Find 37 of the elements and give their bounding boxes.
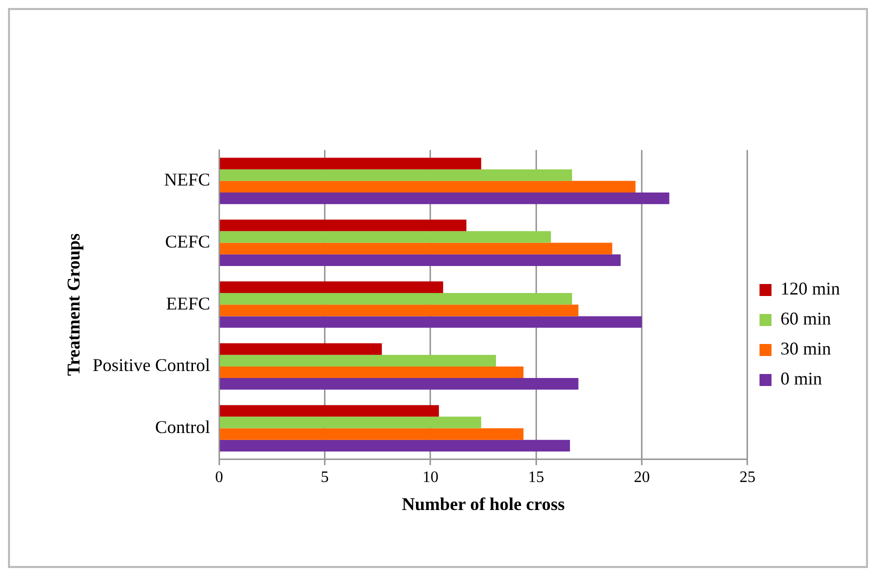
bar	[220, 428, 524, 440]
x-tick-label: 15	[528, 469, 544, 486]
bar	[220, 304, 578, 316]
bar	[220, 169, 572, 181]
bar	[220, 405, 439, 417]
bar	[220, 366, 524, 378]
bar	[220, 158, 482, 170]
bar	[220, 293, 572, 305]
bar	[220, 192, 670, 204]
bar	[220, 281, 444, 294]
legend-label: 30 min	[780, 338, 832, 359]
y-tick-label: Control	[155, 417, 210, 438]
legend-label: 60 min	[780, 308, 832, 329]
bar	[220, 254, 621, 266]
bar	[220, 440, 570, 452]
bar	[220, 231, 551, 243]
x-axis-title: Number of hole cross	[402, 494, 565, 514]
legend-label: 120 min	[780, 278, 840, 299]
y-tick-label: CEFC	[165, 231, 210, 252]
y-tick-label: Positive Control	[92, 355, 210, 376]
x-tick-label: 0	[215, 469, 224, 486]
bar	[220, 378, 578, 390]
y-tick-label: NEFC	[164, 170, 210, 190]
x-tick-label: 25	[740, 469, 756, 486]
bar	[220, 180, 636, 193]
x-tick-label: 10	[422, 469, 438, 486]
y-tick-label: EEFC	[166, 293, 210, 314]
bar	[220, 316, 642, 328]
bar	[220, 220, 466, 232]
x-tick-label: 20	[634, 469, 650, 486]
legend-label: 0 min	[780, 368, 822, 389]
bar	[220, 242, 612, 254]
x-tick-label: 5	[320, 469, 329, 486]
bar	[220, 343, 382, 355]
bar	[220, 416, 482, 428]
y-axis-title: Treatment Groups	[63, 233, 84, 376]
bar	[220, 354, 496, 366]
